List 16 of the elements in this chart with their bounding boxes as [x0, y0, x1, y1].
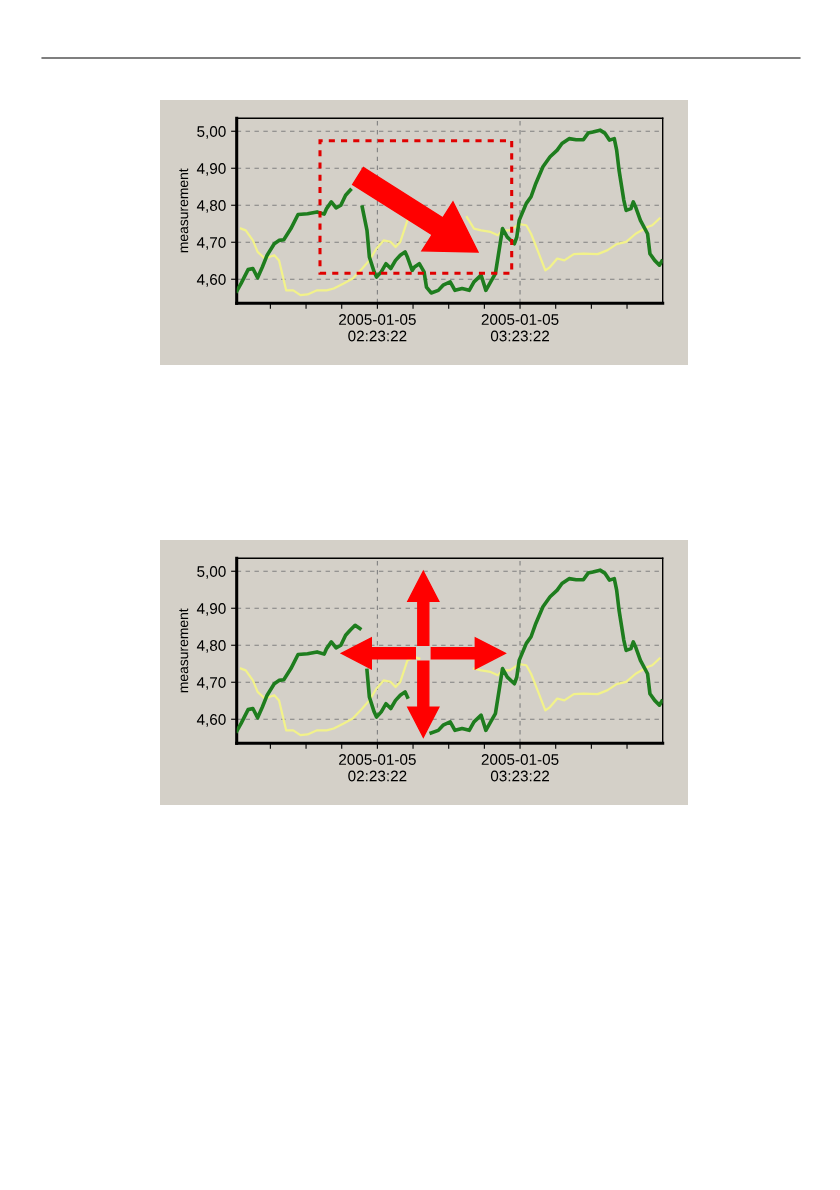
y-tick-label: 4,80: [196, 200, 226, 213]
y-tick-label: 4,90: [196, 163, 226, 176]
y-tick-label: 4,60: [196, 274, 226, 287]
y-tick-label: 4,60: [196, 714, 226, 727]
y-tick-label: 4,70: [196, 237, 226, 250]
y-axis-title: measurement: [179, 168, 189, 253]
x-tick-label: 2005-01-05 03:23:22: [481, 314, 559, 342]
y-tick-label: 5,00: [197, 566, 226, 579]
y-axis-title: measurement: [179, 608, 189, 693]
y-tick-label: 4,70: [196, 677, 226, 690]
x-tick-label: 2005-01-05 03:23:22: [481, 754, 559, 782]
x-tick-label: 2005-01-05 02:23:22: [339, 314, 416, 342]
y-tick-label: 4,90: [196, 603, 226, 616]
x-tick-label: 2005-01-05 02:23:22: [339, 754, 416, 782]
y-tick-label: 4,80: [196, 640, 226, 653]
y-tick-label: 5,00: [197, 126, 226, 139]
